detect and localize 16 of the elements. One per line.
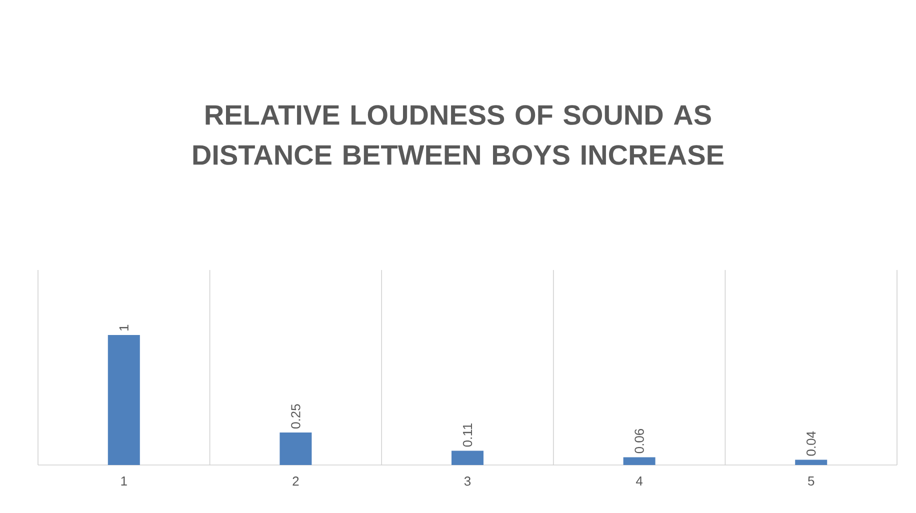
data-label: 0.06 [634,428,644,454]
data-label: 0.25 [291,404,300,428]
bar [623,457,656,465]
bar [452,450,484,465]
bar [108,335,140,465]
x-tick-label: 1 [121,476,127,486]
x-tick-label: 4 [636,476,643,486]
x-tick-label: 3 [464,476,471,486]
data-label: 0.04 [806,431,816,456]
chart-title: RELATIVE LOUDNESS OF SOUND AS DISTANCE BETWEEN BOYS INCREASE [193,105,724,165]
data-label: 1 [119,324,128,330]
bar [280,432,312,465]
data-label: 0.11 [462,423,472,447]
bar [795,460,828,465]
x-tick-label: 2 [292,476,299,486]
x-tick-label: 5 [808,476,814,486]
